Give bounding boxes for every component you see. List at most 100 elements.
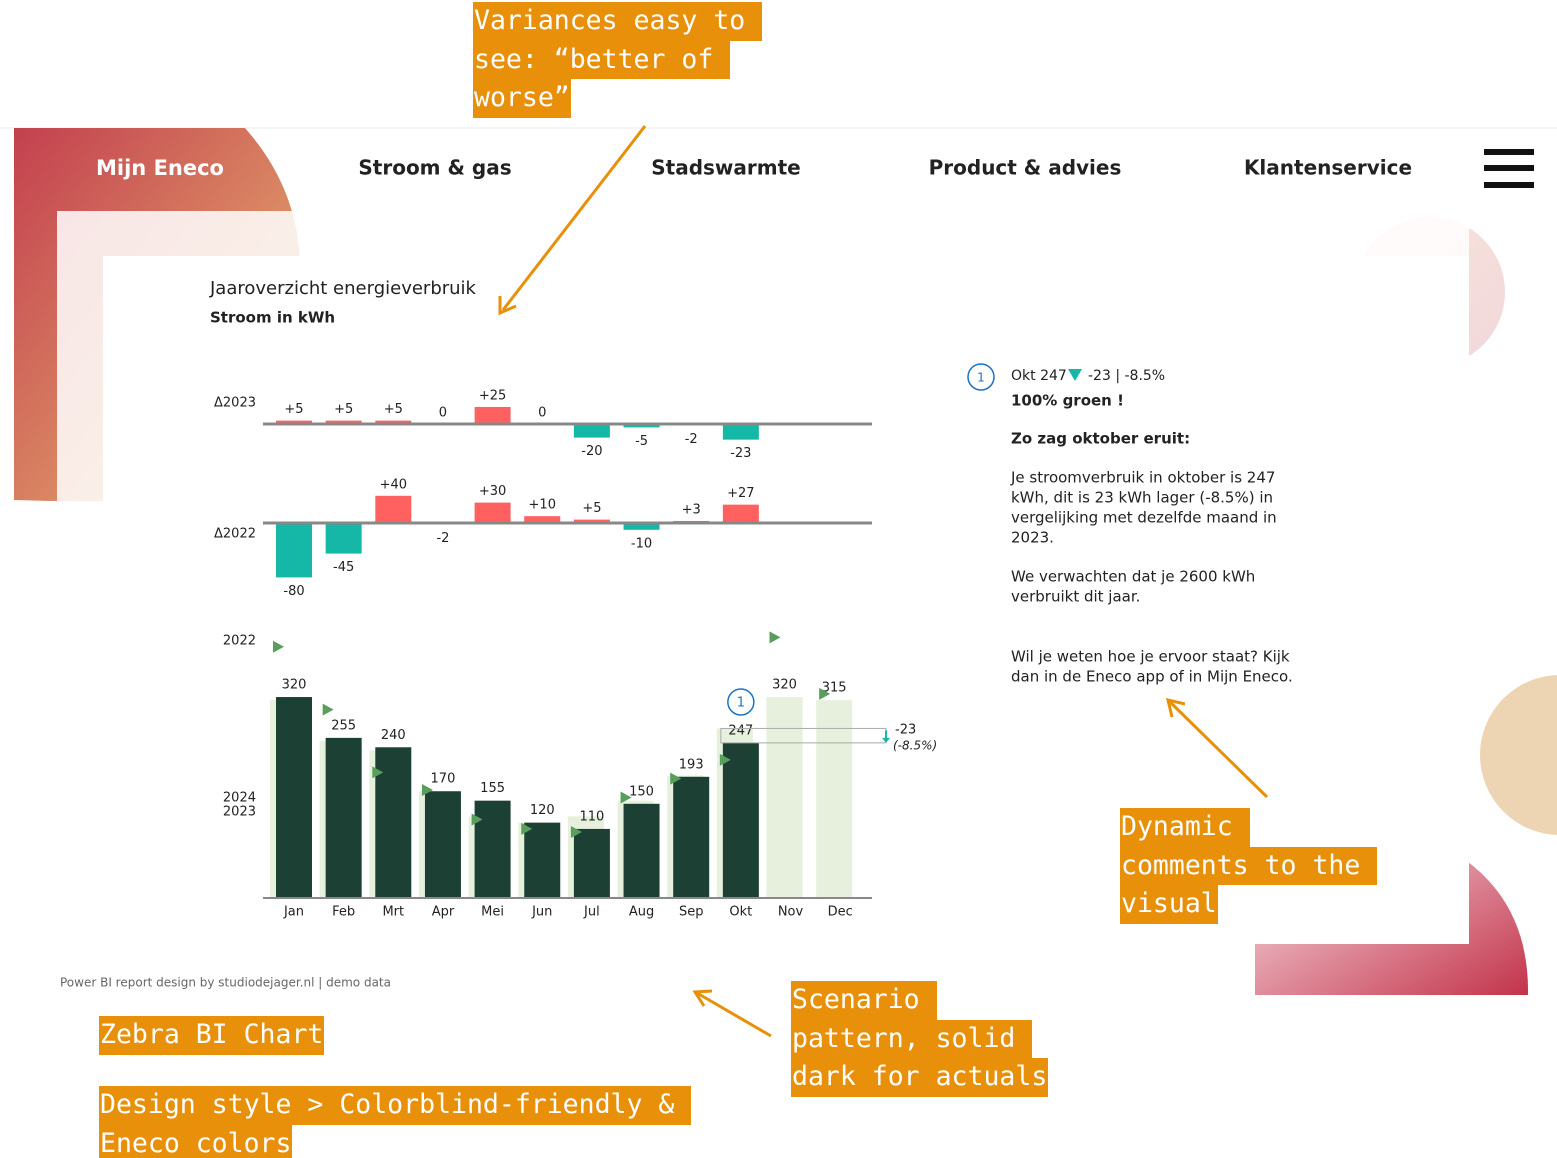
chart-title: Jaaroverzicht energieverbruik — [209, 278, 477, 299]
row-label: 2023 — [223, 805, 256, 820]
bar-2023 — [766, 697, 803, 898]
arrows — [498, 125, 1269, 1038]
comment-line: verbruikt dit jaar. — [1011, 588, 1140, 606]
variance-bar — [722, 504, 759, 523]
value-label: 320 — [772, 678, 797, 693]
x-tick-label: Apr — [432, 905, 455, 920]
variance-label: +30 — [479, 484, 506, 499]
annotation: Dynamic comments to the visual — [1120, 808, 1378, 924]
bar-2024 — [524, 822, 561, 898]
annotation: Scenario pattern, solid dark for actuals — [791, 981, 1049, 1097]
variance-label: +5 — [284, 402, 303, 417]
nav-item[interactable]: Stadswarmte — [651, 156, 800, 180]
annotation-line: see: “better of — [473, 40, 731, 79]
variance-bar — [573, 424, 610, 438]
marker-2022 — [521, 822, 533, 835]
variance-label: +5 — [582, 501, 601, 516]
annotation-line: Variances easy to — [473, 2, 763, 41]
variance-label: +40 — [380, 477, 407, 492]
bar-2024 — [673, 776, 710, 898]
marker-2022 — [421, 783, 433, 796]
row-label: Δ2023 — [214, 396, 256, 411]
value-label: 120 — [530, 803, 555, 818]
x-tick-label: Jul — [583, 905, 600, 920]
annotation-line: pattern, solid — [791, 1019, 1033, 1058]
comment-line: kWh, dit is 23 kWh lager (-8.5%) in — [1011, 489, 1273, 507]
x-tick-label: Jun — [531, 905, 552, 920]
bar-2024 — [325, 737, 362, 898]
variance-label: +5 — [334, 402, 353, 417]
annotation-line: comments to the — [1120, 846, 1378, 885]
nav-brand[interactable]: Mijn Eneco — [96, 156, 224, 180]
bar-2024 — [623, 803, 660, 898]
annotation-line: Design style > Colorblind-friendly & — [99, 1086, 692, 1125]
marker-2022 — [819, 687, 831, 700]
nav-item[interactable]: Klantenservice — [1244, 156, 1412, 180]
variance-bar — [276, 420, 312, 424]
marker-2022 — [372, 766, 384, 779]
marker-2022 — [273, 640, 284, 653]
variance-bar — [325, 420, 362, 424]
variance-bar — [325, 523, 362, 554]
hamburger[interactable] — [1484, 149, 1534, 188]
marker-2022 — [719, 753, 731, 766]
value-label: 150 — [629, 784, 654, 799]
annotation: Variances easy to see: “better of worse” — [473, 2, 763, 118]
variance-label: -2 — [436, 531, 449, 546]
x-tick-label: Sep — [679, 905, 704, 920]
bar-2024 — [424, 791, 461, 898]
badge — [967, 363, 995, 391]
marker-2022 — [570, 826, 582, 839]
variance-bar — [623, 523, 660, 530]
x-tick-label: Feb — [332, 905, 355, 920]
variance-label: -2 — [685, 432, 698, 447]
variance-bar — [722, 424, 759, 440]
variance-bar — [623, 424, 660, 428]
value-label: 320 — [282, 678, 307, 693]
value-label: 155 — [480, 781, 505, 796]
x-tick-label: Mei — [481, 905, 504, 920]
variance-label: +5 — [384, 402, 403, 417]
value-label: 193 — [679, 757, 704, 772]
variance-label: -80 — [283, 584, 304, 599]
nav-item[interactable]: Product & advies — [929, 156, 1122, 180]
comment-delta: -23 | -8.5% — [1088, 368, 1165, 384]
comment-line: Je stroomverbruik in oktober is 247 — [1010, 469, 1275, 487]
decor — [1480, 675, 1557, 835]
x-tick-label: Jan — [283, 905, 304, 920]
variance-label: +25 — [479, 389, 506, 404]
bar-2024 — [573, 828, 610, 898]
x-tick-label: Dec — [828, 905, 853, 920]
comment-intro: 100% groen ! — [1011, 392, 1124, 410]
annotation: Design style > Colorblind-friendly & Ene… — [99, 1086, 692, 1158]
variance-bar — [375, 420, 412, 424]
annotation: Zebra BI Chart — [99, 1016, 325, 1055]
value-label: 170 — [431, 772, 456, 787]
variance-label: -20 — [581, 444, 602, 459]
nav-item[interactable]: Stroom & gas — [358, 156, 511, 180]
variance-label: -45 — [333, 560, 354, 575]
variance-bar — [474, 407, 511, 424]
x-tick-label: Mrt — [382, 905, 404, 920]
variance-label: -5 — [635, 434, 648, 449]
annotation-line: dark for actuals — [791, 1058, 1049, 1097]
value-label: 315 — [822, 681, 847, 696]
annotation-line: Scenario — [791, 981, 937, 1020]
row-label: 2024 — [223, 791, 256, 806]
marker-2022 — [620, 791, 632, 804]
variance-bar — [573, 519, 610, 523]
x-tick-label: Nov — [778, 905, 804, 920]
bar-2024 — [375, 747, 412, 898]
marker-2022 — [322, 703, 334, 716]
variance-label: 0 — [538, 406, 546, 421]
comment-line: Wil je weten hoe je ervoor staat? Kijk — [1011, 648, 1290, 666]
value-label: 247 — [728, 723, 753, 738]
variance-bar — [524, 516, 561, 523]
value-label: 110 — [579, 809, 604, 824]
variance-bar — [375, 495, 412, 523]
variance-label: +10 — [529, 498, 556, 513]
comment-line: We verwachten dat je 2600 kWh — [1011, 568, 1255, 586]
variance-label: -23 — [730, 446, 751, 461]
